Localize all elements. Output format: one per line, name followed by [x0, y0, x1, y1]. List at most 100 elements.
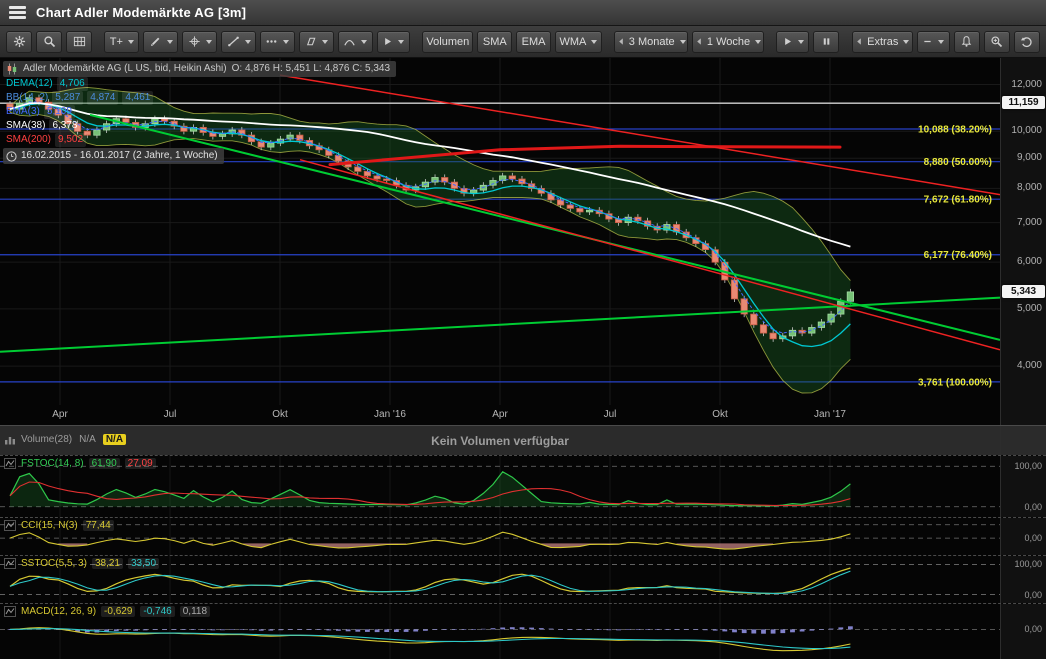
sstoc-panel: SSTOC(5,5, 3) 38,21 33,50 100,00 0,00 — [0, 555, 1046, 603]
fstoc-axis[interactable]: 100,00 0,00 — [1000, 456, 1046, 517]
indicator-icon — [4, 558, 16, 569]
magnifier-icon — [43, 35, 56, 48]
toolbar-button-label: Extras — [867, 35, 899, 48]
instrument-name: Adler Modemärkte AG (L US, bid, Heikin A… — [23, 63, 227, 74]
toolbar-zoom-mode-button[interactable] — [36, 30, 62, 53]
legend-sma38[interactable]: SMA(38) 6,378 — [3, 119, 81, 133]
macd-axis[interactable]: 0,00 — [1000, 604, 1046, 659]
fstoc-plot[interactable]: FSTOC(14, 8) 61,90 27,09 — [0, 456, 1000, 517]
price-chart-canvas[interactable]: Adler Modemärkte AG (L US, bid, Heikin A… — [0, 58, 1000, 425]
chart-legend: Adler Modemärkte AG (L US, bid, Heikin A… — [3, 61, 397, 164]
svg-text:Apr: Apr — [492, 409, 508, 420]
toolbar-pointer-tool-button[interactable] — [376, 30, 410, 53]
toolbar-settings-button[interactable] — [6, 30, 32, 53]
fstoc-legend[interactable]: FSTOC(14, 8) 61,90 27,09 — [4, 458, 156, 469]
arc-icon — [343, 35, 356, 48]
legend-label: BB(14, 2) — [6, 92, 49, 103]
indicator-value: 38,21 — [91, 558, 123, 569]
legend-sma200[interactable]: SMA(200) 9,502 — [3, 133, 87, 147]
legend-ema3[interactable]: EMA(3) 5,109 — [3, 105, 75, 119]
toolbar-draw-tool-button[interactable] — [143, 30, 179, 53]
volume-value-highlighted: N/A — [102, 434, 127, 445]
toolbar-text-tool-button[interactable]: T+ — [104, 30, 140, 53]
toolbar-collapse-button[interactable] — [916, 30, 950, 53]
price-axis[interactable]: 12,000 10,000 9,000 8,000 7,000 6,000 5,000 4,0… — [1000, 58, 1046, 425]
toolbar-extras-button[interactable]: Extras — [851, 30, 913, 53]
volume-plot[interactable]: Volume(28) N/A N/A Kein Volumen verfügba… — [0, 426, 1000, 455]
indicator-icon — [4, 458, 16, 469]
toolbar-replay-pause-button[interactable] — [813, 30, 840, 53]
legend-label: SMA(200) — [6, 134, 52, 145]
legend-label: DEMA(12) — [6, 78, 53, 89]
svg-text:Apr: Apr — [52, 409, 68, 420]
toolbar-alarm-button[interactable] — [953, 30, 980, 53]
macd-panel: MACD(12, 26, 9) -0,629 -0,746 0,118 0,00 — [0, 603, 1046, 659]
toolbar-chart-type-button[interactable] — [66, 30, 92, 53]
indicator-value: 0,118 — [179, 606, 211, 617]
undo-icon — [1020, 35, 1033, 48]
volume-panel: Volume(28) N/A N/A Kein Volumen verfügba… — [0, 425, 1046, 455]
macd-legend[interactable]: MACD(12, 26, 9) -0,629 -0,746 0,118 — [4, 606, 211, 617]
toolbar-sma-button[interactable]: SMA — [477, 30, 513, 53]
price-tick-label: 5,000 — [1016, 303, 1042, 314]
toolbar-more-tools-button[interactable] — [260, 30, 295, 53]
toolbar-arc-tool-button[interactable] — [337, 30, 373, 53]
toolbar-range-button[interactable]: 3 Monate — [614, 30, 689, 53]
legend-value: 4,461 — [122, 91, 154, 105]
volume-value: N/A — [79, 434, 96, 445]
svg-text:Okt: Okt — [272, 409, 288, 420]
sstoc-legend[interactable]: SSTOC(5,5, 3) 38,21 33,50 — [4, 558, 160, 569]
chevron-down-icon — [398, 39, 405, 44]
volume-legend[interactable]: Volume(28) N/A N/A — [4, 434, 127, 445]
instrument-legend-row: Adler Modemärkte AG (L US, bid, Heikin A… — [3, 61, 397, 77]
indicator-value: 61,90 — [88, 458, 120, 469]
pencil-icon — [149, 35, 162, 48]
chevron-down-icon — [127, 39, 134, 44]
toolbar-interval-button[interactable]: 1 Woche — [692, 30, 764, 53]
menu-icon[interactable] — [9, 6, 26, 19]
toolbar-volumen-button[interactable]: Volumen — [422, 30, 474, 53]
cci-legend[interactable]: CCI(15, N(3) 77,44 — [4, 520, 114, 531]
indicator-icon — [4, 606, 16, 617]
sstoc-axis[interactable]: 100,00 0,00 — [1000, 556, 1046, 603]
toolbar-button-label: SMA — [482, 35, 507, 48]
price-tick-label: 8,000 — [1016, 182, 1042, 193]
svg-text:10,088 (38.20%): 10,088 (38.20%) — [918, 124, 992, 135]
toolbar-shape-tool-button[interactable] — [298, 30, 334, 53]
date-range-row: 16.02.2015 - 16.01.2017 (2 Jahre, 1 Woch… — [3, 148, 224, 164]
date-range-text: 16.02.2015 - 16.01.2017 (2 Jahre, 1 Woch… — [21, 150, 218, 161]
indicator-value: 27,09 — [124, 458, 156, 469]
toolbar-trendline-tool-button[interactable] — [221, 30, 257, 53]
toolbar-wma-button[interactable]: WMA — [554, 30, 602, 53]
toolbar-undo-button[interactable] — [1013, 30, 1040, 53]
cci-plot[interactable]: CCI(15, N(3) 77,44 — [0, 518, 1000, 555]
toolbar-zoom-in-button[interactable] — [983, 30, 1010, 53]
legend-dema12[interactable]: DEMA(12) 4,706 — [3, 77, 88, 91]
volume-icon — [4, 434, 16, 445]
volume-title: Volume(28) — [21, 434, 73, 445]
legend-value: 9,502 — [55, 133, 87, 147]
toolbar-button-label: Volumen — [426, 35, 470, 48]
indicator-axis-label: 0,00 — [1024, 533, 1042, 543]
toolbar-button-label: 1 Woche — [706, 35, 751, 48]
indicator-title: MACD(12, 26, 9) — [21, 606, 97, 617]
toolbar-crosshair-tool-button[interactable] — [182, 30, 218, 53]
clock-icon — [6, 150, 17, 162]
legend-value: 4,874 — [87, 91, 119, 105]
toolbar-button-label: WMA — [559, 35, 587, 48]
indicator-axis-label: 0,00 — [1024, 502, 1042, 512]
chevron-down-icon — [903, 39, 910, 44]
window-title: Chart Adler Modemärkte AG [3m] — [36, 5, 247, 20]
toolbar-ema-button[interactable]: EMA — [516, 30, 551, 53]
price-marker: 11,159 — [1002, 96, 1045, 109]
fstoc-panel: FSTOC(14, 8) 61,90 27,09 100,00 0,00 — [0, 455, 1046, 517]
crosshair-icon — [188, 35, 201, 48]
sstoc-plot[interactable]: SSTOC(5,5, 3) 38,21 33,50 — [0, 556, 1000, 603]
legend-bb142[interactable]: BB(14, 2) 5,287 4,874 4,461 — [3, 91, 154, 105]
macd-plot[interactable]: MACD(12, 26, 9) -0,629 -0,746 0,118 — [0, 604, 1000, 659]
toolbar-replay-play-button[interactable] — [776, 30, 810, 53]
svg-text:3,761 (100.00%): 3,761 (100.00%) — [918, 377, 992, 388]
chevron-down-icon — [591, 39, 598, 44]
candlestick-icon — [6, 63, 18, 75]
cci-axis[interactable]: 0,00 — [1000, 518, 1046, 555]
